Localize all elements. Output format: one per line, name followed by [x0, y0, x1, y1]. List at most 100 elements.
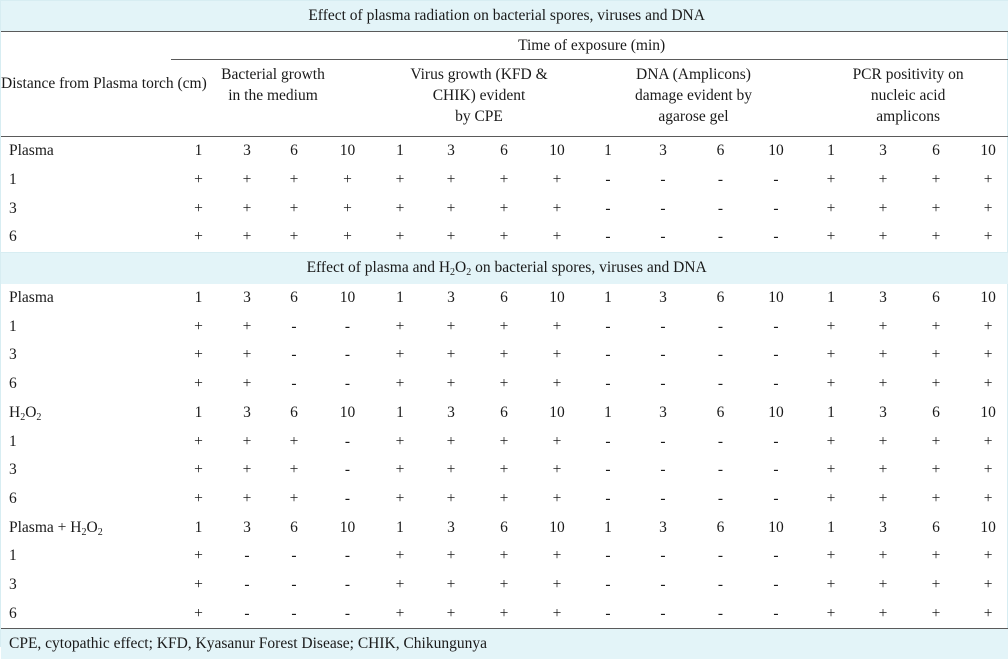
result-cell: -: [633, 341, 693, 370]
distance-label: 1: [1, 166, 171, 195]
result-cell: +: [375, 166, 425, 195]
time-value: 6: [908, 137, 964, 166]
result-cell: +: [531, 456, 583, 485]
bacterial-growth-header: Bacterial growth in the medium: [171, 60, 375, 137]
footnote-row: CPE, cytopathic effect; KFD, Kyasanur Fo…: [1, 629, 1008, 659]
result-cell: -: [748, 456, 804, 485]
result-cell: -: [583, 427, 633, 456]
time-value: 10: [964, 513, 1008, 542]
time-value: 6: [477, 137, 531, 166]
result-cell: +: [425, 312, 477, 341]
distance-label: 6: [1, 370, 171, 399]
time-value: 1: [171, 137, 226, 166]
result-cell: +: [858, 370, 908, 399]
result-cell: +: [531, 485, 583, 514]
distance-label: 6: [1, 599, 171, 628]
result-cell: +: [425, 542, 477, 571]
time-value: 1: [375, 399, 425, 428]
time-value: 6: [268, 137, 320, 166]
time-value: 6: [693, 399, 748, 428]
result-cell: -: [748, 485, 804, 514]
result-cell: +: [908, 599, 964, 628]
result-cell: -: [748, 166, 804, 195]
result-cell: +: [477, 485, 531, 514]
time-value: 6: [693, 513, 748, 542]
result-cell: +: [375, 456, 425, 485]
result-cell: +: [804, 370, 858, 399]
result-cell: -: [633, 542, 693, 571]
result-cell: +: [171, 485, 226, 514]
result-cell: +: [268, 166, 320, 195]
result-cell: +: [964, 370, 1008, 399]
time-value: 10: [531, 284, 583, 313]
dna-damage-header: DNA (Amplicons) damage evident by agaros…: [583, 60, 804, 137]
result-cell: -: [320, 542, 375, 571]
result-cell: +: [477, 456, 531, 485]
result-cell: -: [583, 223, 633, 252]
result-cell: -: [693, 599, 748, 628]
result-cell: -: [693, 427, 748, 456]
time-value: 3: [226, 137, 268, 166]
result-cell: +: [964, 456, 1008, 485]
result-cell: +: [375, 571, 425, 600]
result-cell: -: [226, 571, 268, 600]
result-cell: +: [171, 542, 226, 571]
result-cell: +: [531, 370, 583, 399]
virus-growth-header: Virus growth (KFD & CHIK) evident by CPE: [375, 60, 583, 137]
distance-label: 3: [1, 571, 171, 600]
time-value: 10: [964, 137, 1008, 166]
result-cell: -: [320, 427, 375, 456]
result-cell: +: [908, 485, 964, 514]
result-cell: +: [226, 223, 268, 252]
result-cell: +: [531, 599, 583, 628]
result-cell: +: [531, 341, 583, 370]
time-value: 3: [633, 137, 693, 166]
result-cell: +: [908, 166, 964, 195]
time-value: 1: [804, 284, 858, 313]
result-cell: -: [633, 599, 693, 628]
result-cell: -: [748, 427, 804, 456]
time-value: 3: [425, 137, 477, 166]
result-cell: +: [268, 485, 320, 514]
result-cell: +: [858, 223, 908, 252]
time-value: 1: [583, 399, 633, 428]
table-title-row: Effect of plasma radiation on bacterial …: [1, 1, 1008, 32]
time-value: 10: [531, 137, 583, 166]
result-cell: +: [531, 166, 583, 195]
result-cell: -: [583, 194, 633, 223]
time-value: 6: [908, 284, 964, 313]
result-cell: +: [226, 427, 268, 456]
result-cell: +: [375, 194, 425, 223]
result-cell: +: [477, 341, 531, 370]
result-cell: +: [226, 456, 268, 485]
result-cell: -: [583, 542, 633, 571]
result-cell: +: [171, 456, 226, 485]
result-cell: -: [226, 599, 268, 628]
result-cell: +: [531, 571, 583, 600]
table-row: 1+++-++++----++++: [1, 427, 1008, 456]
result-cell: +: [425, 166, 477, 195]
result-cell: -: [583, 571, 633, 600]
result-cell: -: [748, 599, 804, 628]
result-cell: +: [964, 223, 1008, 252]
result-cell: +: [964, 427, 1008, 456]
time-value: 1: [375, 513, 425, 542]
result-cell: +: [171, 194, 226, 223]
result-cell: -: [320, 456, 375, 485]
time-value: 3: [858, 513, 908, 542]
time-value: 3: [226, 513, 268, 542]
result-cell: +: [964, 599, 1008, 628]
time-value: 10: [964, 284, 1008, 313]
result-cell: -: [320, 571, 375, 600]
time-value: 10: [748, 399, 804, 428]
result-cell: +: [226, 194, 268, 223]
result-cell: +: [804, 427, 858, 456]
result-cell: -: [633, 571, 693, 600]
time-value: 1: [171, 513, 226, 542]
result-cell: -: [693, 542, 748, 571]
result-cell: +: [477, 370, 531, 399]
distance-header: Distance from Plasma torch (cm): [1, 32, 171, 137]
result-cell: +: [375, 312, 425, 341]
